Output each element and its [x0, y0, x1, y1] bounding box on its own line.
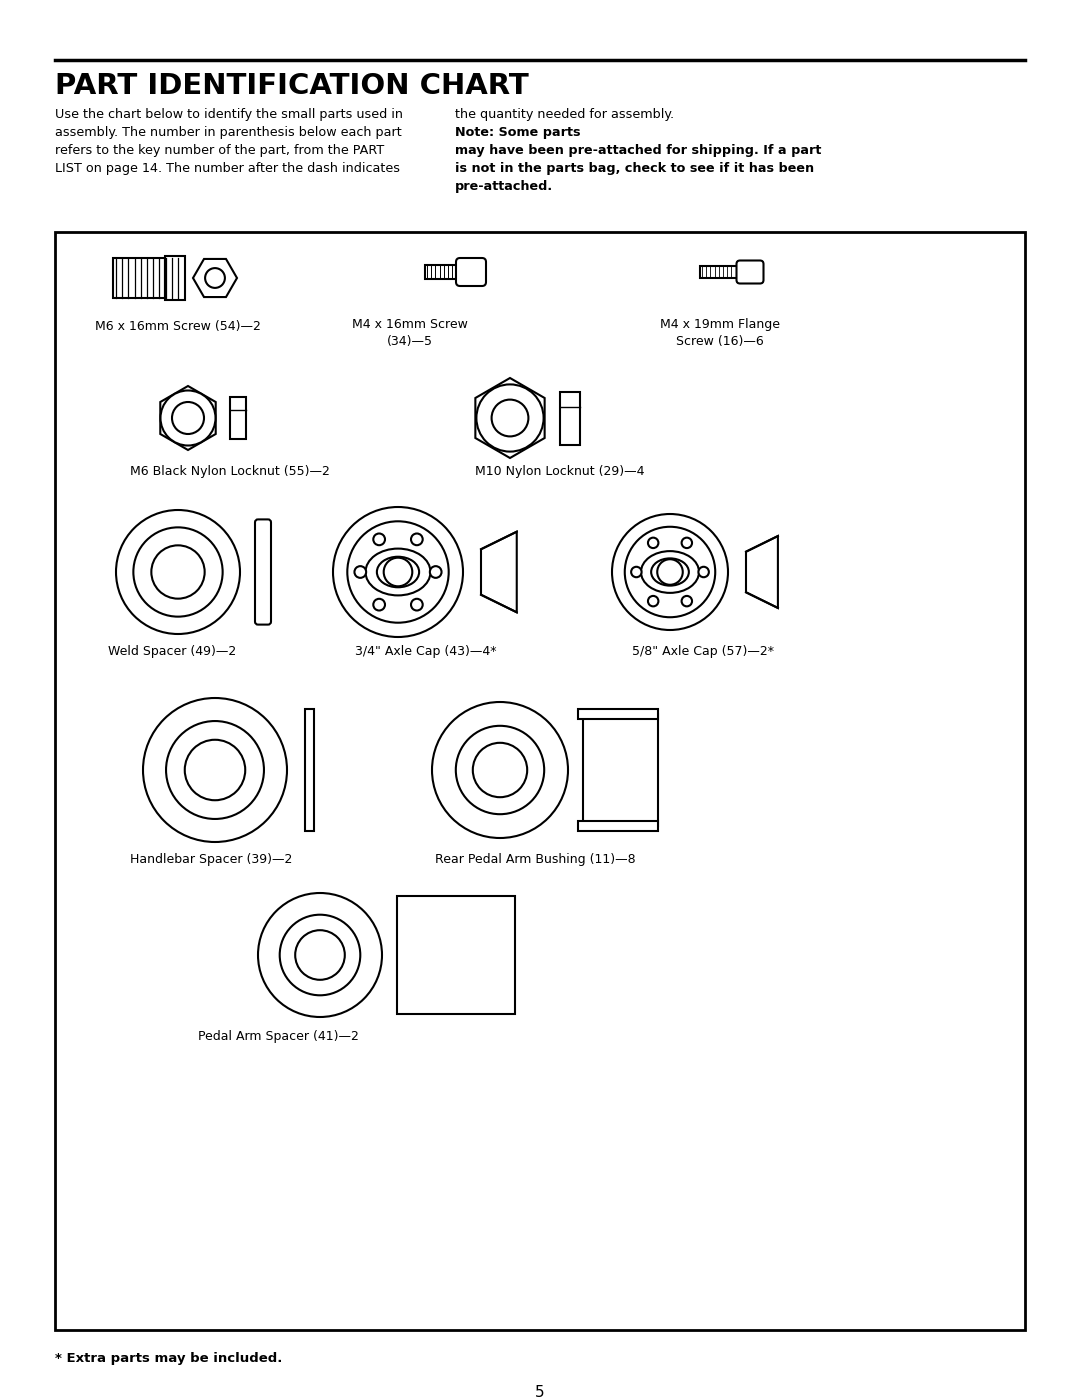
- Text: is not in the parts bag, check to see if it has been: is not in the parts bag, check to see if…: [455, 162, 814, 175]
- Text: Pedal Arm Spacer (41)—2: Pedal Arm Spacer (41)—2: [198, 1030, 359, 1044]
- Ellipse shape: [365, 549, 431, 595]
- Circle shape: [411, 534, 422, 545]
- Polygon shape: [193, 258, 237, 298]
- Circle shape: [648, 597, 659, 606]
- Polygon shape: [160, 386, 216, 450]
- Bar: [165, 256, 185, 300]
- Text: M6 x 16mm Screw (54)—2: M6 x 16mm Screw (54)—2: [95, 320, 261, 332]
- Polygon shape: [481, 532, 516, 612]
- Text: M4 x 16mm Screw
(34)—5: M4 x 16mm Screw (34)—5: [352, 319, 468, 348]
- Polygon shape: [475, 379, 544, 458]
- Circle shape: [258, 893, 382, 1017]
- Ellipse shape: [377, 557, 419, 587]
- Polygon shape: [746, 536, 778, 608]
- FancyBboxPatch shape: [456, 258, 486, 286]
- Text: LIST on page 14. The number after the dash indicates: LIST on page 14. The number after the da…: [55, 162, 400, 175]
- Circle shape: [411, 599, 422, 610]
- Bar: [305, 708, 314, 831]
- Circle shape: [648, 538, 659, 548]
- Circle shape: [624, 527, 715, 617]
- Circle shape: [151, 545, 205, 599]
- Circle shape: [430, 566, 442, 578]
- Text: M4 x 19mm Flange
Screw (16)—6: M4 x 19mm Flange Screw (16)—6: [660, 319, 780, 348]
- Circle shape: [348, 521, 448, 623]
- Circle shape: [631, 567, 642, 577]
- Circle shape: [133, 527, 222, 616]
- Text: * Extra parts may be included.: * Extra parts may be included.: [55, 1352, 282, 1365]
- Bar: [700, 265, 740, 278]
- Text: Note: Some parts: Note: Some parts: [455, 126, 581, 138]
- Text: the quantity needed for assembly.: the quantity needed for assembly.: [455, 108, 678, 122]
- FancyBboxPatch shape: [255, 520, 271, 624]
- Text: Weld Spacer (49)—2: Weld Spacer (49)—2: [108, 645, 237, 658]
- Bar: [55, 232, 1025, 1330]
- Ellipse shape: [651, 559, 689, 585]
- Text: may have been pre-attached for shipping. If a part: may have been pre-attached for shipping.…: [455, 144, 822, 156]
- Bar: [578, 821, 658, 831]
- Circle shape: [699, 567, 708, 577]
- Text: Rear Pedal Arm Bushing (11)—8: Rear Pedal Arm Bushing (11)—8: [435, 854, 636, 866]
- Circle shape: [476, 384, 543, 451]
- Circle shape: [161, 391, 216, 446]
- Ellipse shape: [460, 263, 473, 282]
- Circle shape: [116, 510, 240, 634]
- Ellipse shape: [642, 552, 699, 592]
- Circle shape: [280, 915, 361, 995]
- Circle shape: [473, 743, 527, 798]
- Bar: [578, 708, 658, 719]
- Text: 5: 5: [536, 1384, 544, 1397]
- Circle shape: [491, 400, 528, 436]
- Text: pre-attached.: pre-attached.: [455, 180, 553, 193]
- Circle shape: [374, 534, 384, 545]
- Circle shape: [612, 514, 728, 630]
- Circle shape: [658, 559, 683, 585]
- Text: M6 Black Nylon Locknut (55)—2: M6 Black Nylon Locknut (55)—2: [130, 465, 329, 478]
- Circle shape: [681, 538, 692, 548]
- Circle shape: [432, 703, 568, 838]
- Text: assembly. The number in parenthesis below each part: assembly. The number in parenthesis belo…: [55, 126, 402, 138]
- Bar: [230, 397, 246, 439]
- Circle shape: [185, 740, 245, 800]
- Bar: [113, 258, 165, 298]
- Circle shape: [374, 599, 384, 610]
- Circle shape: [166, 721, 264, 819]
- Text: 3/4" Axle Cap (43)—4*: 3/4" Axle Cap (43)—4*: [355, 645, 497, 658]
- FancyBboxPatch shape: [737, 260, 764, 284]
- Circle shape: [456, 726, 544, 814]
- Circle shape: [681, 597, 692, 606]
- Circle shape: [172, 402, 204, 434]
- Circle shape: [295, 930, 345, 979]
- Circle shape: [383, 557, 413, 587]
- Text: 5/8" Axle Cap (57)—2*: 5/8" Axle Cap (57)—2*: [632, 645, 774, 658]
- Circle shape: [205, 268, 225, 288]
- Bar: [426, 265, 460, 279]
- Bar: [583, 714, 658, 826]
- Text: Use the chart below to identify the small parts used in: Use the chart below to identify the smal…: [55, 108, 403, 122]
- Text: PART IDENTIFICATION CHART: PART IDENTIFICATION CHART: [55, 73, 529, 101]
- Bar: [561, 391, 580, 444]
- Text: M10 Nylon Locknut (29)—4: M10 Nylon Locknut (29)—4: [475, 465, 645, 478]
- Circle shape: [333, 507, 463, 637]
- Circle shape: [143, 698, 287, 842]
- Circle shape: [354, 566, 366, 578]
- Text: refers to the key number of the part, from the PART: refers to the key number of the part, fr…: [55, 144, 384, 156]
- Text: Handlebar Spacer (39)—2: Handlebar Spacer (39)—2: [130, 854, 293, 866]
- Bar: [397, 895, 515, 1014]
